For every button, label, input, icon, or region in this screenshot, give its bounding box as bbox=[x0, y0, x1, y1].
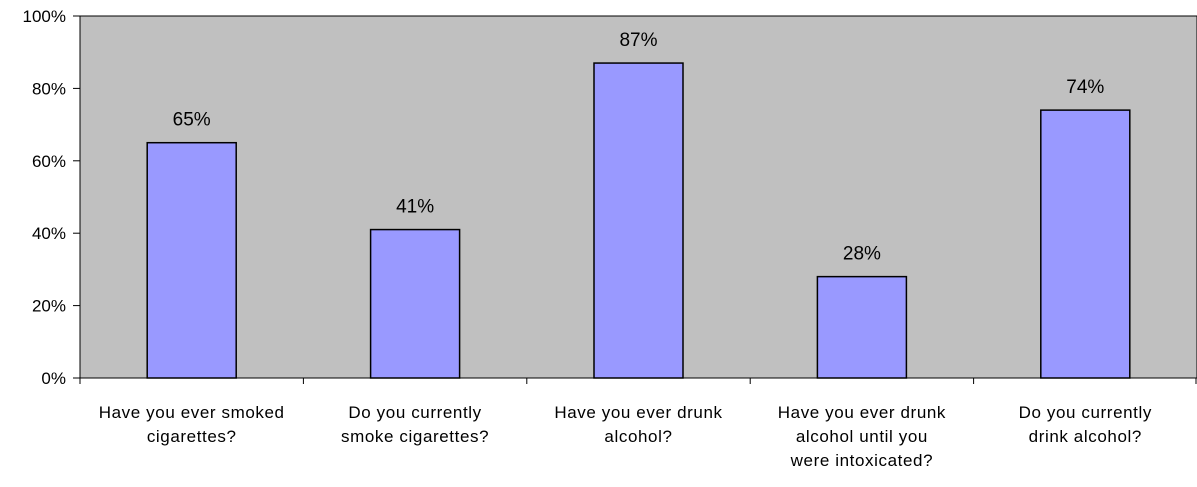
x-tick-label: Have you ever drunk alcohol until you were… bbox=[778, 403, 946, 470]
bars-group bbox=[146, 62, 1131, 379]
y-tick-label: 80% bbox=[32, 79, 66, 98]
x-tick-label-line: drink alcohol? bbox=[1029, 427, 1142, 446]
x-tick-label: Have you ever drunk alcohol? bbox=[554, 403, 722, 446]
data-label: 41% bbox=[396, 197, 434, 218]
data-label: 87% bbox=[619, 30, 657, 51]
y-tick-label: 40% bbox=[32, 224, 66, 243]
bar bbox=[593, 62, 684, 379]
bar bbox=[816, 275, 908, 379]
x-tick-label-line: alcohol? bbox=[604, 427, 672, 446]
x-tick-label: Have you ever smoked cigarettes? bbox=[99, 403, 285, 446]
x-tick-label-line: smoke cigarettes? bbox=[341, 427, 489, 446]
bar bbox=[369, 228, 461, 379]
x-tick-label-line: Have you ever drunk bbox=[778, 403, 946, 422]
axes-group bbox=[73, 15, 1197, 384]
y-tick-label: 60% bbox=[32, 152, 66, 171]
x-tick-label-line: Do you currently bbox=[1019, 403, 1152, 422]
y-tick-label: 100% bbox=[23, 7, 66, 26]
bar bbox=[1040, 109, 1131, 379]
x-tick-label-line: cigarettes? bbox=[147, 427, 237, 446]
labels-group: 65% 41% 87% 28% 74% 0% 20% 40% 60% 80% 100% Have yo… bbox=[23, 7, 1152, 470]
x-tick-label-line: alcohol until you bbox=[796, 427, 928, 446]
y-tick-label: 20% bbox=[32, 297, 66, 316]
data-label: 74% bbox=[1066, 77, 1104, 98]
data-label: 65% bbox=[173, 110, 211, 131]
x-tick-label-line: Do you currently bbox=[348, 403, 481, 422]
x-tick-label-line: were intoxicated? bbox=[790, 451, 934, 470]
x-tick-label: Do you currently drink alcohol? bbox=[1019, 403, 1152, 446]
y-tick-label: 0% bbox=[41, 369, 66, 388]
x-tick-label-line: Have you ever smoked bbox=[99, 403, 285, 422]
x-tick-label-line: Have you ever drunk bbox=[554, 403, 722, 422]
data-label: 28% bbox=[843, 244, 881, 265]
x-tick-label: Do you currently smoke cigarettes? bbox=[341, 403, 489, 446]
bar bbox=[146, 141, 237, 379]
